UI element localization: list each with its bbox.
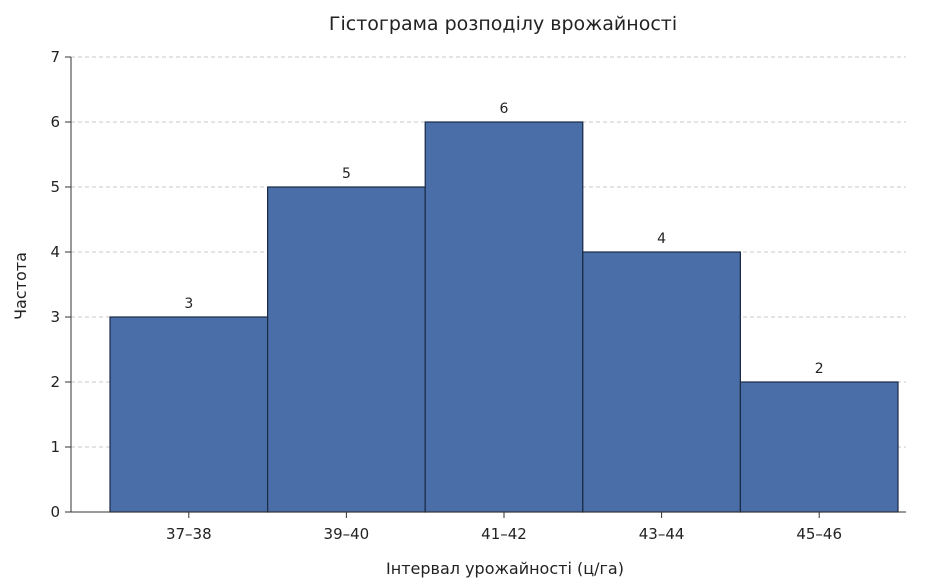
- y-tick-label: 0: [50, 503, 60, 521]
- bar-value-label: 4: [657, 231, 666, 247]
- x-axis-label: Інтервал урожайності (ц/га): [386, 559, 624, 578]
- histogram-bar: [739, 381, 899, 513]
- y-axis-label: Частота: [11, 252, 30, 320]
- y-tick-label: 6: [50, 113, 60, 131]
- x-tick-label: 43–44: [639, 525, 685, 543]
- x-tick-label: 37–38: [166, 525, 212, 543]
- y-tick-label: 2: [50, 373, 60, 391]
- y-tick-label: 5: [50, 178, 60, 196]
- chart-title: Гістограма розподілу врожайності: [329, 13, 677, 35]
- bar-value-label: 6: [500, 101, 509, 117]
- bar-value-label: 2: [815, 361, 824, 377]
- histogram-bar: [109, 316, 269, 513]
- x-tick-label: 45–46: [796, 525, 842, 543]
- data-labels: 3 5 6 4 2: [184, 101, 823, 377]
- x-tick-label: 41–42: [481, 525, 527, 543]
- histogram-bar: [267, 186, 426, 513]
- y-axis-ticks: 0 1 2 3 4 5 6 7: [50, 48, 71, 521]
- histogram-bar: [424, 121, 584, 513]
- y-tick-label: 3: [50, 308, 60, 326]
- x-tick-label: 39–40: [324, 525, 370, 543]
- bars: [109, 121, 899, 513]
- y-tick-label: 4: [50, 243, 60, 261]
- x-axis-ticks: 37–38 39–40 41–42 43–44 45–46: [166, 512, 842, 543]
- histogram-bar: [582, 251, 741, 513]
- bar-value-label: 5: [342, 166, 351, 182]
- y-tick-label: 7: [50, 48, 60, 66]
- y-tick-label: 1: [50, 438, 60, 456]
- axes: [70, 57, 906, 513]
- bar-value-label: 3: [184, 296, 193, 312]
